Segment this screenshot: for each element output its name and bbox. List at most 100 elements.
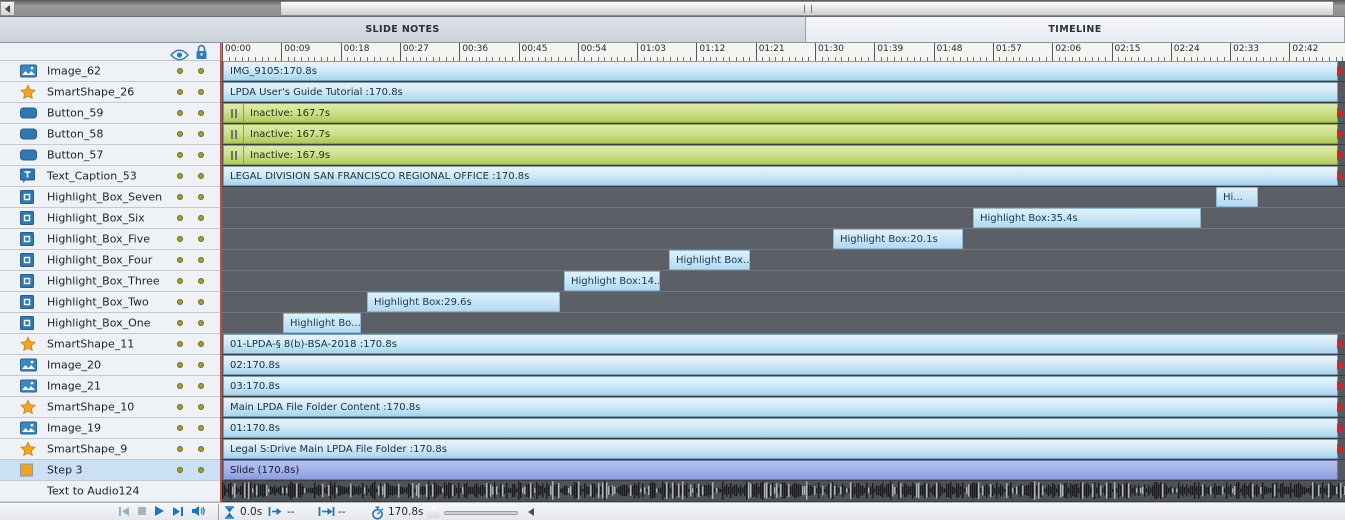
zoom-slider-track[interactable] <box>444 511 518 515</box>
track-list-item[interactable]: Image_19 <box>0 418 220 439</box>
track-list-item[interactable]: Highlight_Box_Two <box>0 292 220 313</box>
track-list-item[interactable]: Image_20 <box>0 355 220 376</box>
track-list-item[interactable]: Step 3 <box>0 460 220 481</box>
track-timeline[interactable]: Highlight Box... <box>220 250 1345 271</box>
timeline-bar[interactable]: Main LPDA File Folder Content :170.8s <box>223 397 1338 417</box>
track-timeline[interactable]: 01:170.8s <box>220 418 1345 439</box>
timeline-bar[interactable]: Highlight Box:14... <box>564 271 660 291</box>
timeline-bar[interactable]: Inactive: 167.7s <box>223 124 1338 144</box>
lock-dot[interactable] <box>198 446 204 452</box>
track-timeline[interactable]: LPDA User's Guide Tutorial :170.8s <box>220 82 1345 103</box>
visibility-dot[interactable] <box>177 152 183 158</box>
timeline-bar[interactable]: Inactive: 167.7s <box>223 103 1338 123</box>
track-list-item[interactable]: Highlight_Box_Five <box>0 229 220 250</box>
timeline-bar[interactable]: Legal S:Drive Main LPDA File Folder :170… <box>223 439 1338 459</box>
visibility-dot[interactable] <box>177 404 183 410</box>
lock-dot[interactable] <box>198 152 204 158</box>
visibility-dot[interactable] <box>177 68 183 74</box>
visibility-dot[interactable] <box>177 278 183 284</box>
track-timeline[interactable]: Main LPDA File Folder Content :170.8s <box>220 397 1345 418</box>
track-timeline[interactable]: LEGAL DIVISION SAN FRANCISCO REGIONAL OF… <box>220 166 1345 187</box>
stop-button[interactable] <box>137 506 147 516</box>
track-list-item[interactable]: Highlight_Box_One <box>0 313 220 334</box>
track-list-item[interactable]: Highlight_Box_Seven <box>0 187 220 208</box>
track-timeline[interactable]: Inactive: 167.7s <box>220 103 1345 124</box>
zoom-slider-handle[interactable] <box>426 506 441 518</box>
lock-dot[interactable] <box>198 320 204 326</box>
lock-dot[interactable] <box>198 68 204 74</box>
audio-waveform[interactable] <box>222 481 1345 500</box>
track-list-item[interactable]: Button_59 <box>0 103 220 124</box>
skip-end-button[interactable] <box>172 506 184 517</box>
track-list-item[interactable]: Text_Caption_53 <box>0 166 220 187</box>
play-button[interactable] <box>154 505 165 517</box>
track-timeline[interactable]: Highlight Box:29.6s <box>220 292 1345 313</box>
timeline-bar[interactable]: 01:170.8s <box>223 418 1338 438</box>
track-timeline[interactable] <box>220 481 1345 502</box>
visibility-dot[interactable] <box>177 446 183 452</box>
tab-slide-notes[interactable]: SLIDE NOTES <box>0 17 806 42</box>
track-timeline[interactable]: Inactive: 167.9s <box>220 145 1345 166</box>
jump-in-icon[interactable] <box>268 506 283 517</box>
show-hide-all-eye-icon[interactable] <box>170 46 189 65</box>
lock-dot[interactable] <box>198 299 204 305</box>
skip-start-button[interactable] <box>118 506 130 517</box>
track-timeline[interactable]: 01-LPDA-§ 8(b)-BSA-2018 :170.8s <box>220 334 1345 355</box>
track-list-item[interactable]: Text to Audio124 <box>0 481 220 502</box>
visibility-dot[interactable] <box>177 299 183 305</box>
timeline-bar[interactable]: LPDA User's Guide Tutorial :170.8s <box>223 82 1338 102</box>
track-timeline[interactable]: Hi... <box>220 187 1345 208</box>
visibility-dot[interactable] <box>177 257 183 263</box>
track-list-item[interactable]: Highlight_Box_Three <box>0 271 220 292</box>
visibility-dot[interactable] <box>177 215 183 221</box>
track-list-item[interactable]: Image_21 <box>0 376 220 397</box>
lock-dot[interactable] <box>198 383 204 389</box>
track-list-item[interactable]: Button_58 <box>0 124 220 145</box>
visibility-dot[interactable] <box>177 341 183 347</box>
track-list-item[interactable]: Highlight_Box_Four <box>0 250 220 271</box>
visibility-dot[interactable] <box>177 320 183 326</box>
lock-dot[interactable] <box>198 89 204 95</box>
lock-dot[interactable] <box>198 362 204 368</box>
lock-dot[interactable] <box>198 110 204 116</box>
timeline-bar[interactable]: Inactive: 167.9s <box>223 145 1338 165</box>
track-list-item[interactable]: SmartShape_9 <box>0 439 220 460</box>
track-list-item[interactable]: Highlight_Box_Six <box>0 208 220 229</box>
jump-span-icon[interactable] <box>318 506 335 517</box>
timeline-bar[interactable]: Hi... <box>1216 187 1258 207</box>
tab-timeline[interactable]: TIMELINE <box>806 17 1345 42</box>
lock-all-icon[interactable] <box>195 44 208 64</box>
track-timeline[interactable]: 02:170.8s <box>220 355 1345 376</box>
scrollbar-thumb[interactable] <box>280 1 1334 16</box>
audio-mute-button[interactable] <box>191 505 205 517</box>
collapse-arrow-icon[interactable] <box>528 508 534 516</box>
track-list-item[interactable]: Button_57 <box>0 145 220 166</box>
visibility-dot[interactable] <box>177 236 183 242</box>
lock-dot[interactable] <box>198 341 204 347</box>
lock-dot[interactable] <box>198 173 204 179</box>
playhead-line[interactable] <box>220 43 222 502</box>
visibility-dot[interactable] <box>177 89 183 95</box>
timeline-bar[interactable]: Highlight Box:20.1s <box>833 229 963 249</box>
track-timeline[interactable]: 03:170.8s <box>220 376 1345 397</box>
track-timeline[interactable]: IMG_9105:170.8s <box>220 61 1345 82</box>
timeline-hscrollbar[interactable] <box>0 0 1345 17</box>
lock-dot[interactable] <box>198 215 204 221</box>
track-list-item[interactable]: Image_62 <box>0 61 220 82</box>
lock-dot[interactable] <box>198 278 204 284</box>
visibility-dot[interactable] <box>177 362 183 368</box>
visibility-dot[interactable] <box>177 131 183 137</box>
visibility-dot[interactable] <box>177 173 183 179</box>
track-timeline[interactable]: Highlight Box:35.4s <box>220 208 1345 229</box>
visibility-dot[interactable] <box>177 383 183 389</box>
timeline-bar[interactable]: 01-LPDA-§ 8(b)-BSA-2018 :170.8s <box>223 334 1338 354</box>
timeline-bar[interactable]: IMG_9105:170.8s <box>223 61 1338 81</box>
lock-dot[interactable] <box>198 194 204 200</box>
track-timeline[interactable]: Slide (170.8s) <box>220 460 1345 481</box>
scroll-left-button[interactable] <box>0 1 15 16</box>
visibility-dot[interactable] <box>177 467 183 473</box>
timeline-bar[interactable]: Highlight Bo... <box>283 313 361 333</box>
lock-dot[interactable] <box>198 236 204 242</box>
track-timeline[interactable]: Highlight Box:20.1s <box>220 229 1345 250</box>
timeline-bar[interactable]: Highlight Box:29.6s <box>367 292 560 312</box>
